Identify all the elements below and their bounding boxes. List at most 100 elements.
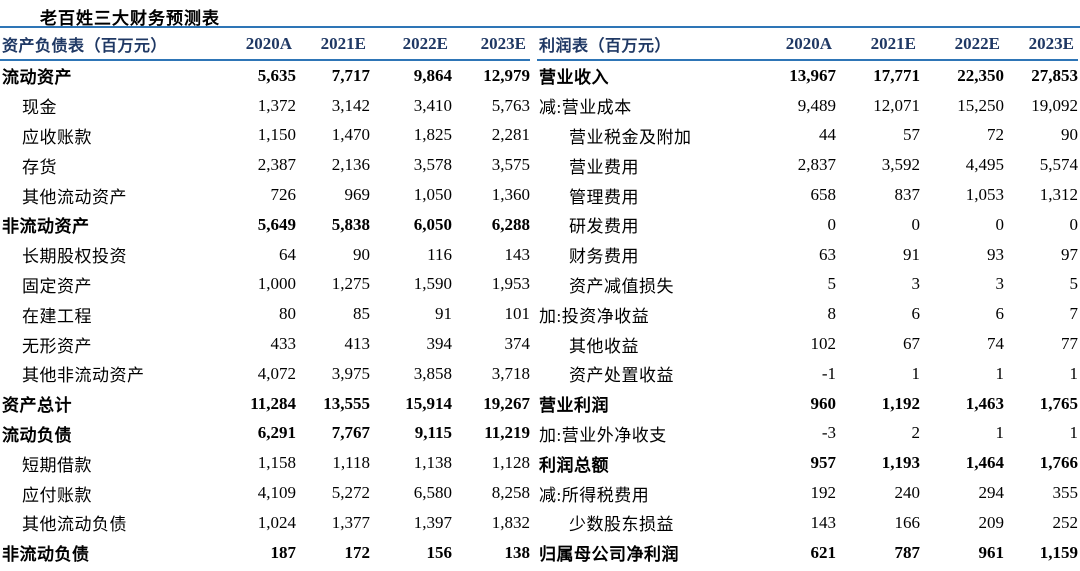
cell-value: 1,159: [1039, 542, 1078, 562]
cell-value: 138: [504, 542, 531, 562]
table-row: 其他流动资产 726 969 1,050 1,360: [0, 180, 530, 210]
cell-value: 787: [894, 542, 921, 562]
cell-value: 7: [1069, 304, 1079, 324]
cell-value: 8: [827, 304, 837, 324]
row-label: 流动负债: [2, 425, 72, 445]
cell-value: 3: [995, 274, 1005, 294]
row-label: 资产处置收益: [569, 366, 674, 386]
row-label: 营业收入: [539, 68, 609, 88]
table-row: 研发费用 0 0 0 0: [537, 210, 1078, 240]
row-label: 营业费用: [569, 157, 639, 177]
cell-value: 240: [894, 483, 921, 503]
cell-value: 1,193: [881, 453, 920, 473]
cell-value: 143: [504, 244, 531, 264]
cell-value: 3,142: [331, 95, 370, 115]
table-row: 归属母公司净利润 621 787 961 1,159: [537, 538, 1078, 568]
cell-value: 3,858: [413, 363, 452, 383]
table-row: 利润总额 957 1,193 1,464 1,766: [537, 448, 1078, 478]
cell-value: 67: [903, 334, 920, 354]
cell-value: 1,050: [413, 185, 452, 205]
cell-value: 1,953: [491, 274, 530, 294]
cell-value: 12,071: [873, 95, 920, 115]
table-row: 资产处置收益 -1 1 1 1: [537, 359, 1078, 389]
income-statement-title: 利润表（百万元）: [537, 28, 752, 61]
cell-value: 413: [344, 334, 371, 354]
cell-value: 0: [995, 214, 1005, 234]
page-title: 老百姓三大财务预测表: [40, 9, 220, 28]
table-row: 非流动资产 5,649 5,838 6,050 6,288: [0, 210, 530, 240]
cell-value: -1: [821, 363, 836, 383]
cell-value: 166: [894, 512, 921, 532]
cell-value: 93: [987, 244, 1004, 264]
cell-value: 1,397: [413, 512, 452, 532]
cell-value: 13,967: [789, 65, 836, 85]
income-statement-header-row: 利润表（百万元） 2020A 2021E 2022E 2023E: [537, 28, 1078, 61]
cell-value: 2,837: [797, 155, 836, 175]
table-row: 长期股权投资 64 90 116 143: [0, 240, 530, 270]
cell-value: 4,072: [257, 363, 296, 383]
table-row: 资产减值损失 5 3 3 5: [537, 270, 1078, 300]
column-header-2021e: 2021E: [296, 28, 370, 61]
cell-value: 7,717: [331, 65, 370, 85]
cell-value: 5,574: [1039, 155, 1078, 175]
row-label: 非流动资产: [2, 217, 90, 237]
cell-value: 11,284: [250, 393, 296, 413]
cell-value: 3,592: [881, 155, 920, 175]
cell-value: 5: [1069, 274, 1079, 294]
cell-value: 960: [810, 393, 837, 413]
row-label: 营业税金及附加: [569, 127, 692, 147]
row-label: 管理费用: [569, 187, 639, 207]
cell-value: 726: [270, 185, 297, 205]
cell-value: 1,470: [331, 125, 370, 145]
column-header-2022e: 2022E: [370, 28, 452, 61]
row-label: 其他收益: [569, 336, 639, 356]
cell-value: 80: [279, 304, 296, 324]
column-header-2020a: 2020A: [752, 28, 836, 61]
cell-value: 0: [1069, 214, 1079, 234]
cell-value: 102: [810, 334, 837, 354]
row-label: 长期股权投资: [22, 247, 127, 267]
table-row: 流动资产 5,635 7,717 9,864 12,979: [0, 60, 530, 91]
cell-value: 17,771: [873, 65, 920, 85]
row-label: 其他流动资产: [22, 187, 127, 207]
row-label: 无形资产: [22, 336, 92, 356]
column-header-2023e: 2023E: [452, 28, 530, 61]
table-row: 短期借款 1,158 1,118 1,138 1,128: [0, 448, 530, 478]
table-row: 减:所得税费用 192 240 294 355: [537, 478, 1078, 508]
table-row: 其他非流动资产 4,072 3,975 3,858 3,718: [0, 359, 530, 389]
cell-value: 172: [344, 542, 371, 562]
table-row: 加:营业外净收支 -3 2 1 1: [537, 419, 1078, 449]
cell-value: 4,109: [257, 483, 296, 503]
cell-value: 6,050: [413, 214, 452, 234]
cell-value: 969: [344, 185, 371, 205]
cell-value: 156: [426, 542, 453, 562]
row-label: 短期借款: [22, 455, 92, 475]
cell-value: 97: [1061, 244, 1078, 264]
cell-value: 252: [1052, 512, 1079, 532]
balance-sheet-body: 流动资产 5,635 7,717 9,864 12,979 现金 1,372 3,142 3,4…: [0, 60, 530, 568]
row-label: 资产减值损失: [569, 276, 674, 296]
table-row: 减:营业成本 9,489 12,071 15,250 19,092: [537, 91, 1078, 121]
cell-value: 19,092: [1031, 95, 1078, 115]
cell-value: 3: [911, 274, 921, 294]
column-header-2020a: 2020A: [212, 28, 296, 61]
cell-value: 27,853: [1031, 65, 1078, 85]
row-label: 现金: [22, 98, 57, 118]
cell-value: 85: [353, 304, 370, 324]
column-header-2021e: 2021E: [836, 28, 920, 61]
cell-value: -3: [821, 423, 836, 443]
row-label: 其他非流动资产: [22, 366, 145, 386]
cell-value: 6,580: [413, 483, 452, 503]
cell-value: 294: [978, 483, 1005, 503]
cell-value: 374: [504, 334, 531, 354]
column-header-2022e: 2022E: [920, 28, 1004, 61]
income-statement-table: 利润表（百万元） 2020A 2021E 2022E 2023E 营业收入 13,…: [537, 28, 1078, 568]
cell-value: 15,250: [957, 95, 1004, 115]
cell-value: 64: [279, 244, 296, 264]
table-row: 资产总计 11,284 13,555 15,914 19,267: [0, 389, 530, 419]
cell-value: 3,575: [491, 155, 530, 175]
cell-value: 1,590: [413, 274, 452, 294]
row-label: 研发费用: [569, 217, 639, 237]
table-row: 无形资产 433 413 394 374: [0, 329, 530, 359]
